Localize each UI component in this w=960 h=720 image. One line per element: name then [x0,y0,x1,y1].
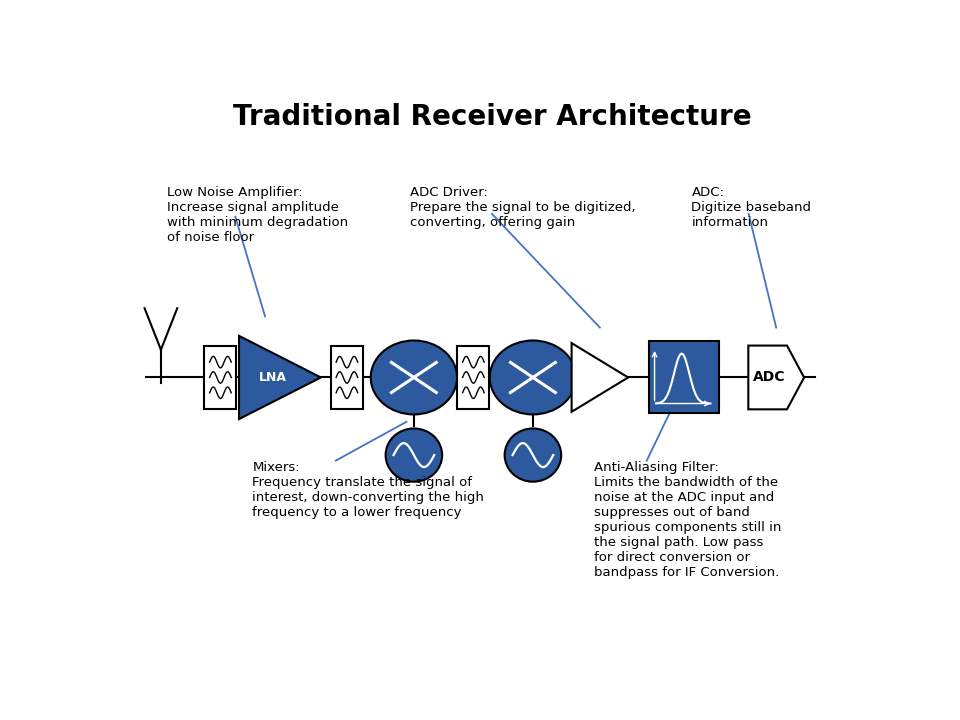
FancyBboxPatch shape [649,341,719,413]
Ellipse shape [371,341,457,415]
Polygon shape [571,343,628,412]
Ellipse shape [490,341,576,415]
Polygon shape [239,336,321,419]
Text: ADC: ADC [753,371,785,384]
Text: Mixers:
Frequency translate the signal of
interest, down-converting the high
fre: Mixers: Frequency translate the signal o… [252,461,484,518]
Text: Traditional Receiver Architecture: Traditional Receiver Architecture [232,103,752,131]
Text: Low Noise Amplifier:
Increase signal amplitude
with minimum degradation
of noise: Low Noise Amplifier: Increase signal amp… [167,186,348,244]
FancyBboxPatch shape [331,346,363,410]
Text: ADC:
Digitize baseband
information: ADC: Digitize baseband information [691,186,811,229]
FancyBboxPatch shape [204,346,236,410]
Ellipse shape [505,428,562,482]
FancyBboxPatch shape [457,346,490,410]
Text: ADC Driver:
Prepare the signal to be digitized,
converting, offering gain: ADC Driver: Prepare the signal to be dig… [410,186,636,229]
Polygon shape [748,346,804,410]
Text: LNA: LNA [258,371,286,384]
Ellipse shape [386,428,443,482]
Text: Anti-Aliasing Filter:
Limits the bandwidth of the
noise at the ADC input and
sup: Anti-Aliasing Filter: Limits the bandwid… [594,461,781,579]
